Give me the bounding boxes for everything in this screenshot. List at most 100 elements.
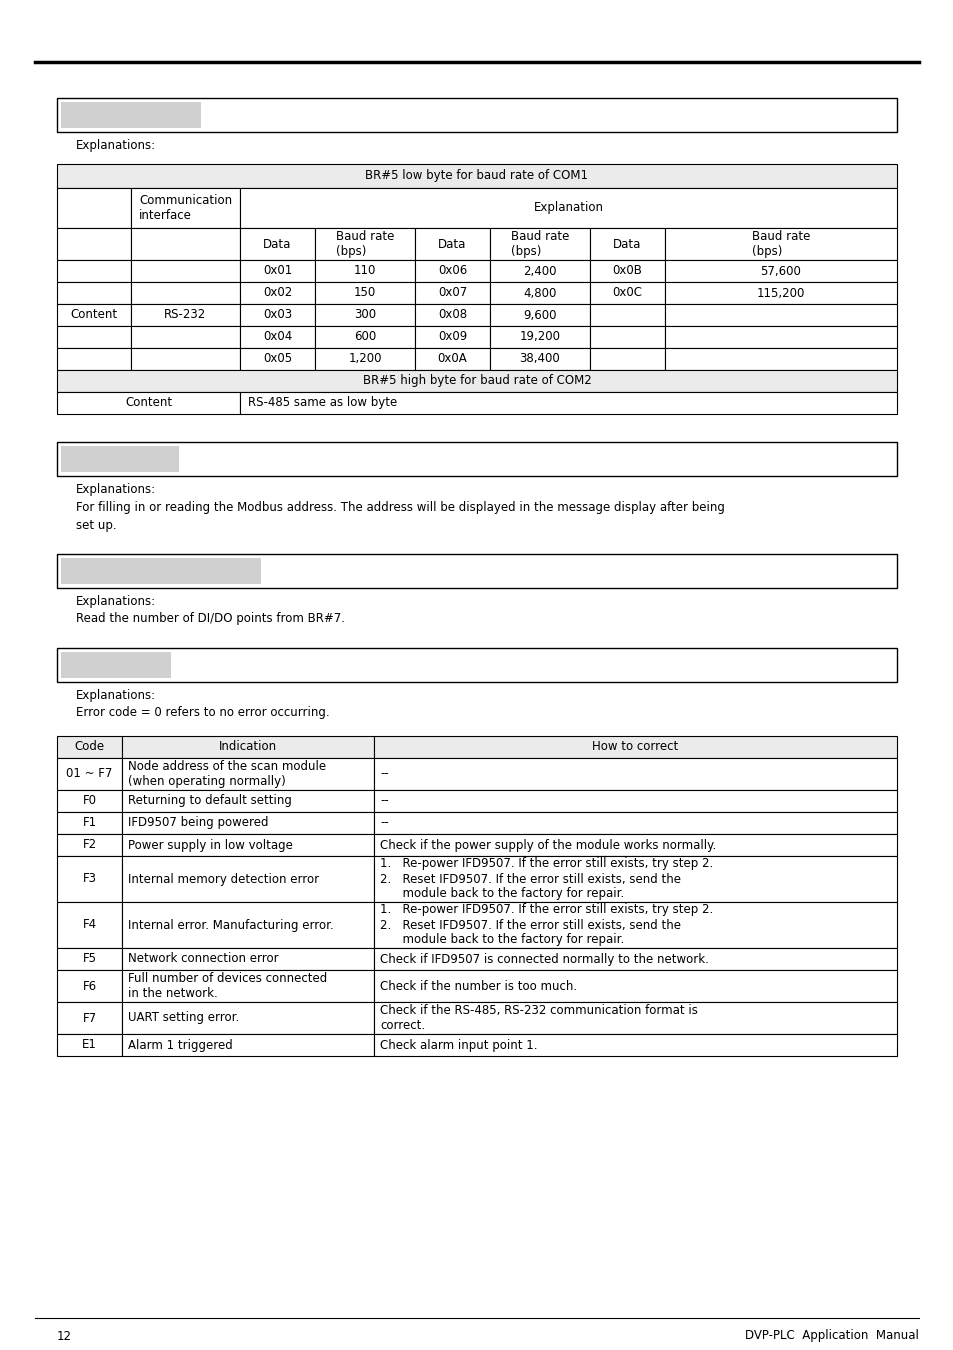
Text: 0x01: 0x01: [263, 265, 292, 278]
Text: Data: Data: [437, 238, 466, 251]
Bar: [57, 441, 896, 477]
Bar: [61, 652, 171, 678]
Bar: [122, 736, 374, 757]
Text: 0x06: 0x06: [437, 265, 467, 278]
Text: 01 ~ F7: 01 ~ F7: [67, 768, 112, 780]
Text: 0x0A: 0x0A: [437, 352, 467, 366]
Text: Baud rate
(bps): Baud rate (bps): [335, 230, 394, 258]
Bar: [122, 902, 374, 948]
Text: 0x07: 0x07: [437, 286, 467, 300]
Text: Read the number of DI/DO points from BR#7.: Read the number of DI/DO points from BR#…: [76, 613, 345, 625]
Bar: [57, 99, 896, 132]
Bar: [415, 228, 490, 261]
Text: Data: Data: [263, 238, 292, 251]
Text: For filling in or reading the Modbus address. The address will be displayed in t: For filling in or reading the Modbus add…: [76, 501, 724, 514]
Bar: [589, 348, 664, 370]
Bar: [57, 757, 122, 790]
Text: Error code = 0 refers to no error occurring.: Error code = 0 refers to no error occurr…: [76, 706, 330, 720]
Text: 300: 300: [354, 309, 375, 321]
Text: 1.   Re-power IFD9507. If the error still exists, try step 2.
2.   Reset IFD9507: 1. Re-power IFD9507. If the error still …: [379, 857, 713, 900]
Bar: [57, 188, 131, 228]
Bar: [57, 971, 122, 1002]
Bar: [490, 282, 589, 304]
Text: 1.   Re-power IFD9507. If the error still exists, try step 2.
2.   Reset IFD9507: 1. Re-power IFD9507. If the error still …: [379, 903, 713, 946]
Text: F4: F4: [82, 918, 96, 932]
Bar: [374, 1002, 896, 1034]
Bar: [122, 1034, 374, 1056]
Text: Check if the RS-485, RS-232 communication format is
correct.: Check if the RS-485, RS-232 communicatio…: [379, 1004, 698, 1031]
Text: IFD9507 being powered: IFD9507 being powered: [128, 817, 268, 829]
Text: Explanations:: Explanations:: [76, 483, 156, 497]
Text: F1: F1: [82, 817, 96, 829]
Bar: [240, 392, 896, 414]
Text: Check if the power supply of the module works normally.: Check if the power supply of the module …: [379, 838, 716, 852]
Bar: [57, 902, 122, 948]
Bar: [314, 228, 415, 261]
Text: 1,200: 1,200: [348, 352, 381, 366]
Bar: [122, 971, 374, 1002]
Text: E1: E1: [82, 1038, 97, 1052]
Bar: [61, 446, 179, 472]
Text: 0x0B: 0x0B: [612, 265, 641, 278]
Text: 38,400: 38,400: [519, 352, 559, 366]
Bar: [57, 1002, 122, 1034]
Text: 57,600: 57,600: [760, 265, 801, 278]
Text: 0x02: 0x02: [263, 286, 292, 300]
Text: 4,800: 4,800: [523, 286, 557, 300]
Bar: [374, 834, 896, 856]
Text: BR#5 low byte for baud rate of COM1: BR#5 low byte for baud rate of COM1: [365, 170, 588, 182]
Text: RS-232: RS-232: [164, 309, 207, 321]
Text: How to correct: How to correct: [592, 741, 678, 753]
Bar: [415, 348, 490, 370]
Bar: [314, 325, 415, 348]
Bar: [122, 1002, 374, 1034]
Text: Check if IFD9507 is connected normally to the network.: Check if IFD9507 is connected normally t…: [379, 953, 708, 965]
Bar: [61, 103, 201, 128]
Bar: [374, 811, 896, 834]
Bar: [57, 392, 240, 414]
Text: DVP-PLC  Application  Manual: DVP-PLC Application Manual: [744, 1330, 918, 1342]
Bar: [314, 348, 415, 370]
Text: 0x08: 0x08: [437, 309, 467, 321]
Bar: [122, 856, 374, 902]
Text: Data: Data: [613, 238, 641, 251]
Bar: [57, 370, 896, 392]
Bar: [374, 948, 896, 971]
Text: Power supply in low voltage: Power supply in low voltage: [128, 838, 293, 852]
Text: Internal memory detection error: Internal memory detection error: [128, 872, 319, 886]
Text: 0x03: 0x03: [263, 309, 292, 321]
Text: Explanation: Explanation: [533, 201, 603, 215]
Bar: [490, 228, 589, 261]
Bar: [664, 348, 896, 370]
Text: 115,200: 115,200: [756, 286, 804, 300]
Bar: [664, 261, 896, 282]
Bar: [131, 188, 240, 228]
Bar: [664, 304, 896, 325]
Bar: [57, 1034, 122, 1056]
Text: Check if the number is too much.: Check if the number is too much.: [379, 980, 577, 992]
Text: --: --: [379, 795, 388, 807]
Text: 12: 12: [57, 1330, 71, 1342]
Bar: [374, 757, 896, 790]
Text: 0x04: 0x04: [263, 331, 292, 343]
Text: Explanations:: Explanations:: [76, 595, 156, 609]
Bar: [57, 834, 122, 856]
Bar: [314, 304, 415, 325]
Bar: [57, 856, 122, 902]
Bar: [57, 325, 131, 348]
Bar: [131, 325, 240, 348]
Text: Returning to default setting: Returning to default setting: [128, 795, 292, 807]
Bar: [374, 856, 896, 902]
Text: Content: Content: [71, 309, 117, 321]
Text: Alarm 1 triggered: Alarm 1 triggered: [128, 1038, 233, 1052]
Text: F5: F5: [82, 953, 96, 965]
Text: 0x0C: 0x0C: [612, 286, 641, 300]
Bar: [240, 228, 314, 261]
Text: F6: F6: [82, 980, 96, 992]
Bar: [122, 790, 374, 811]
Bar: [240, 188, 896, 228]
Bar: [589, 261, 664, 282]
Text: 110: 110: [354, 265, 375, 278]
Bar: [57, 554, 896, 589]
Bar: [122, 811, 374, 834]
